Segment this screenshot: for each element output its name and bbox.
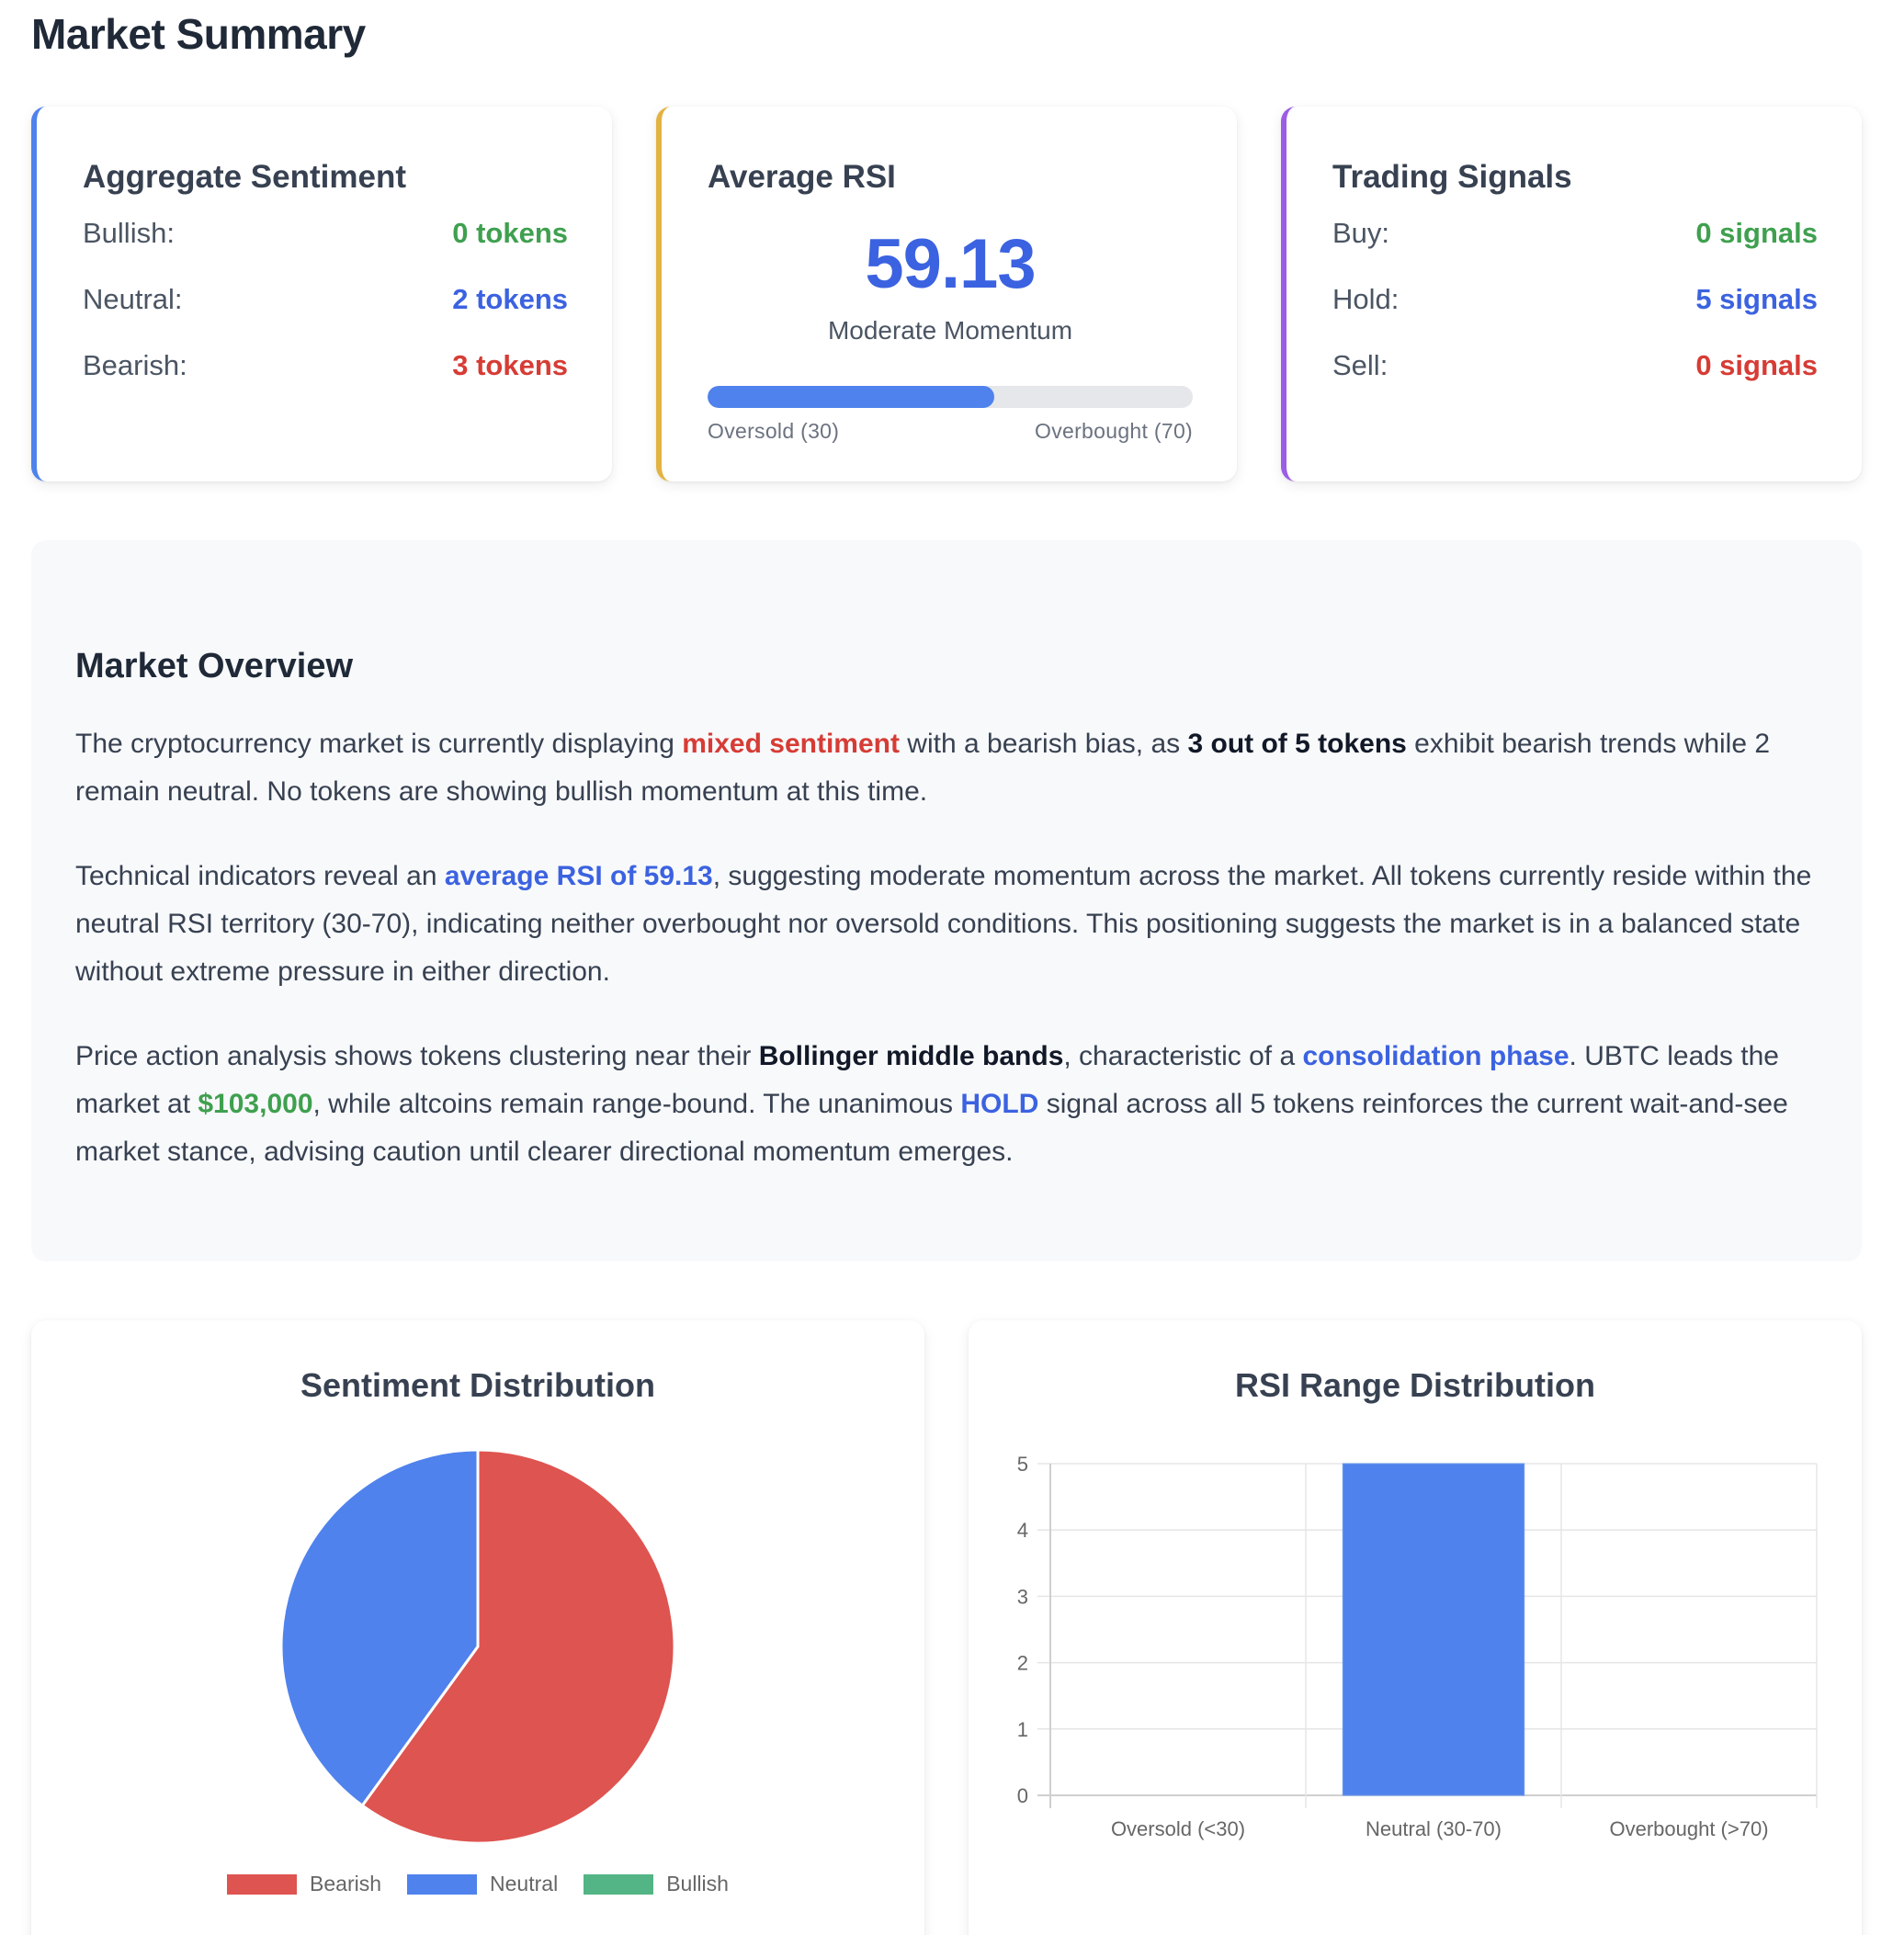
sentiment-distribution-chart: Sentiment Distribution Bearish Neutral Bul… (31, 1320, 924, 1935)
stat-value-buy: 0 signals (1695, 217, 1818, 249)
overview-paragraph-rsi: Technical indicators reveal an average R… (75, 853, 1818, 996)
y-tick-label: 0 (1017, 1784, 1028, 1807)
overview-paragraph-price-action: Price action analysis shows tokens clust… (75, 1033, 1818, 1176)
stat-label: Bearish: (83, 349, 187, 381)
y-tick-label: 2 (1017, 1652, 1028, 1675)
legend-item-bearish[interactable]: Bearish (227, 1872, 381, 1896)
rsi-range-distribution-chart: RSI Range Distribution 0 1 2 3 4 5 Oversold (<… (969, 1320, 1862, 1935)
sentiment-row-bearish: Bearish: 3 tokens (83, 333, 568, 399)
highlight-consolidation: consolidation phase (1302, 1041, 1570, 1071)
legend-label: Bullish (666, 1872, 729, 1895)
text: , suggesting moderate momentum across th… (75, 861, 1812, 987)
rsi-low-label: Oversold (30) (708, 419, 840, 443)
highlight-mixed-sentiment: mixed sentiment (682, 729, 900, 759)
bar-1[interactable] (1342, 1463, 1525, 1796)
highlight-bollinger: Bollinger middle bands (758, 1041, 1064, 1071)
text: Technical indicators reveal an (75, 861, 445, 891)
legend-swatch (227, 1873, 298, 1895)
text: with a bearish bias, as (899, 729, 1188, 759)
stat-value-bearish: 3 tokens (452, 349, 568, 381)
sentiment-row-neutral: Neutral: 2 tokens (83, 266, 568, 333)
signal-row-sell: Sell: 0 signals (1332, 333, 1818, 399)
y-tick-label: 1 (1017, 1718, 1028, 1741)
y-tick-label: 3 (1017, 1585, 1028, 1608)
rsi-progress-fill (708, 386, 995, 408)
x-category-label: Overbought (>70) (1609, 1817, 1768, 1840)
x-category-label: Oversold (<30) (1111, 1817, 1245, 1840)
card-title: Average RSI (708, 159, 896, 195)
summary-cards: Aggregate Sentiment Bullish: 0 tokens Ne… (31, 107, 1862, 481)
y-tick-label: 5 (1017, 1453, 1028, 1476)
legend-label: Bearish (310, 1872, 382, 1895)
y-tick-label: 4 (1017, 1519, 1028, 1542)
text: . UBTC leads the market at (75, 1041, 1779, 1119)
bar-chart: 0 1 2 3 4 5 Oversold (<30) Neutral (30-70) Overb… (1017, 1453, 1818, 1840)
x-category-label: Neutral (30-70) (1366, 1817, 1502, 1840)
legend-label: Neutral (490, 1872, 559, 1895)
legend-item-bullish[interactable]: Bullish (584, 1872, 729, 1896)
pie-chart (279, 1448, 676, 1845)
stat-value-bullish: 0 tokens (452, 217, 568, 249)
chart-legend: Bearish Neutral Bullish (31, 1872, 924, 1896)
stat-label: Sell: (1332, 349, 1388, 381)
chart-title: Sentiment Distribution (300, 1366, 655, 1404)
aggregate-sentiment-card: Aggregate Sentiment Bullish: 0 tokens Ne… (31, 107, 612, 481)
sentiment-row-bullish: Bullish: 0 tokens (83, 200, 568, 266)
legend-item-neutral[interactable]: Neutral (407, 1872, 558, 1896)
rsi-value: 59.13 (865, 225, 1036, 303)
rsi-progress-bar (708, 386, 1193, 408)
market-overview-panel: Market Overview The cryptocurrency marke… (31, 540, 1862, 1262)
page-title: Market Summary (31, 10, 366, 58)
highlight-average-rsi: average RSI of 59.13 (444, 861, 713, 891)
pie-slice-bearish[interactable] (360, 1448, 676, 1845)
legend-swatch (407, 1873, 478, 1895)
signal-row-hold: Hold: 5 signals (1332, 266, 1818, 333)
stat-value-sell: 0 signals (1695, 349, 1818, 381)
text: , while altcoins remain range-bound. The… (312, 1089, 961, 1119)
text: , characteristic of a (1063, 1041, 1303, 1071)
legend-swatch (584, 1873, 654, 1895)
overview-title: Market Overview (75, 647, 354, 685)
text: exhibit bearish trends while 2 remain ne… (75, 729, 1771, 807)
overview-paragraph-sentiment: The cryptocurrency market is currently d… (75, 720, 1818, 816)
stat-label: Hold: (1332, 283, 1400, 315)
text: The cryptocurrency market is currently d… (75, 729, 683, 759)
rsi-description: Moderate Momentum (827, 316, 1073, 345)
pie-slice-neutral[interactable] (279, 1448, 480, 1808)
card-title: Aggregate Sentiment (83, 159, 406, 195)
trading-signals-card: Trading Signals Buy: 0 signals Hold: 5 s… (1281, 107, 1862, 481)
rsi-high-label: Overbought (70) (1035, 419, 1193, 443)
highlight-hold-signal: HOLD (960, 1089, 1039, 1119)
card-title: Trading Signals (1332, 159, 1572, 195)
stat-label: Buy: (1332, 217, 1390, 249)
text: signal across all 5 tokens reinforces th… (75, 1089, 1788, 1167)
average-rsi-card: Average RSI 59.13 Moderate Momentum Over… (656, 107, 1237, 481)
text: Price action analysis shows tokens clust… (75, 1041, 759, 1071)
stat-value-neutral: 2 tokens (452, 283, 568, 315)
highlight-token-count: 3 out of 5 tokens (1187, 729, 1407, 759)
chart-title: RSI Range Distribution (1234, 1366, 1595, 1404)
highlight-price: $103,000 (198, 1089, 313, 1119)
signal-row-buy: Buy: 0 signals (1332, 200, 1818, 266)
rsi-scale-labels: Oversold (30) Overbought (70) (708, 419, 1193, 444)
stat-label: Bullish: (83, 217, 175, 249)
stat-value-hold: 5 signals (1695, 283, 1818, 315)
stat-label: Neutral: (83, 283, 183, 315)
